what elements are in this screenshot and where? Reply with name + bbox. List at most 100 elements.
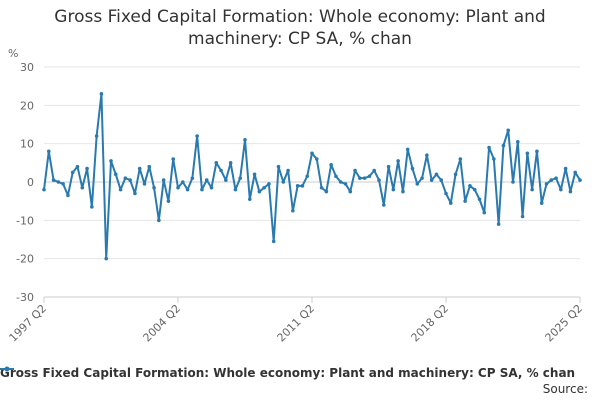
data-point[interactable] [338, 180, 343, 184]
data-point[interactable] [391, 187, 396, 192]
data-point[interactable] [458, 157, 463, 161]
data-point[interactable] [104, 256, 109, 261]
data-point[interactable] [420, 176, 424, 180]
data-point[interactable] [94, 134, 99, 138]
data-point[interactable] [46, 149, 51, 154]
data-point[interactable] [185, 187, 190, 192]
data-point[interactable] [281, 180, 286, 184]
data-point[interactable] [247, 197, 252, 202]
data-point[interactable] [506, 128, 511, 133]
data-point[interactable] [109, 159, 113, 163]
data-point[interactable] [75, 164, 80, 169]
data-point[interactable] [166, 199, 171, 203]
data-point[interactable] [343, 182, 348, 186]
data-point[interactable] [525, 151, 530, 156]
data-point[interactable] [314, 157, 319, 161]
data-point[interactable] [142, 182, 147, 186]
data-point[interactable] [123, 176, 128, 180]
data-point[interactable] [56, 180, 61, 184]
data-point[interactable] [305, 174, 310, 179]
data-point[interactable] [42, 187, 46, 192]
data-point[interactable] [415, 182, 420, 186]
data-point[interactable] [496, 222, 501, 226]
data-point[interactable] [157, 218, 161, 223]
data-point[interactable] [405, 147, 410, 152]
data-point[interactable] [511, 180, 515, 184]
data-point[interactable] [401, 189, 405, 194]
data-point[interactable] [573, 170, 578, 175]
data-point[interactable] [425, 153, 429, 157]
data-point[interactable] [300, 184, 305, 188]
data-point[interactable] [429, 178, 434, 182]
data-point[interactable] [563, 166, 568, 171]
data-point[interactable] [262, 185, 266, 190]
data-point[interactable] [386, 164, 391, 169]
data-point[interactable] [180, 180, 185, 184]
data-point[interactable] [214, 161, 219, 165]
data-point[interactable] [539, 201, 544, 205]
data-point[interactable] [492, 157, 496, 161]
data-point[interactable] [559, 187, 563, 192]
data-point[interactable] [530, 187, 534, 192]
data-point[interactable] [137, 166, 142, 171]
data-point[interactable] [329, 162, 333, 167]
data-point[interactable] [444, 191, 448, 196]
data-point[interactable] [257, 189, 262, 194]
data-point[interactable] [118, 187, 123, 192]
data-point[interactable] [238, 176, 243, 180]
data-point[interactable] [152, 185, 156, 190]
data-point[interactable] [267, 182, 271, 186]
data-point[interactable] [66, 193, 70, 198]
data-point[interactable] [358, 176, 362, 180]
data-point[interactable] [568, 189, 573, 194]
data-point[interactable] [468, 184, 472, 188]
data-point[interactable] [487, 145, 491, 150]
data-point[interactable] [453, 172, 458, 177]
data-point[interactable] [310, 151, 314, 156]
data-point[interactable] [515, 139, 520, 144]
data-point[interactable] [295, 184, 300, 188]
data-point[interactable] [252, 172, 257, 177]
data-point[interactable] [348, 189, 353, 194]
data-point[interactable] [554, 176, 558, 180]
data-point[interactable] [472, 187, 477, 192]
data-point[interactable] [324, 189, 329, 194]
data-point[interactable] [362, 176, 367, 180]
data-point[interactable] [176, 185, 180, 190]
data-point[interactable] [133, 191, 137, 196]
data-point[interactable] [161, 178, 166, 182]
data-point[interactable] [271, 239, 276, 244]
data-point[interactable] [434, 172, 439, 177]
data-point[interactable] [372, 168, 377, 173]
data-point[interactable] [204, 178, 209, 182]
data-point[interactable] [195, 134, 199, 138]
data-point[interactable] [80, 185, 85, 190]
data-point[interactable] [520, 214, 525, 219]
data-point[interactable] [276, 164, 281, 169]
data-point[interactable] [334, 174, 338, 179]
data-point[interactable] [291, 208, 295, 213]
data-point[interactable] [190, 176, 195, 180]
data-point[interactable] [219, 168, 223, 173]
data-point[interactable] [51, 178, 56, 182]
data-point[interactable] [171, 157, 176, 161]
data-point[interactable] [85, 166, 89, 171]
data-point[interactable] [535, 149, 539, 154]
data-point[interactable] [482, 210, 487, 215]
data-point[interactable] [90, 205, 94, 209]
data-point[interactable] [233, 187, 238, 192]
data-point[interactable] [410, 166, 415, 171]
data-point[interactable] [200, 187, 204, 192]
data-point[interactable] [99, 92, 104, 96]
data-point[interactable] [209, 185, 214, 190]
data-point[interactable] [477, 197, 482, 202]
data-point[interactable] [113, 172, 118, 177]
data-point[interactable] [319, 185, 324, 190]
data-point[interactable] [463, 199, 467, 203]
data-point[interactable] [367, 174, 372, 179]
data-point[interactable] [70, 170, 75, 175]
data-point[interactable] [439, 178, 444, 182]
data-point[interactable] [286, 168, 290, 173]
data-point[interactable] [501, 143, 506, 148]
data-point[interactable] [549, 178, 554, 182]
